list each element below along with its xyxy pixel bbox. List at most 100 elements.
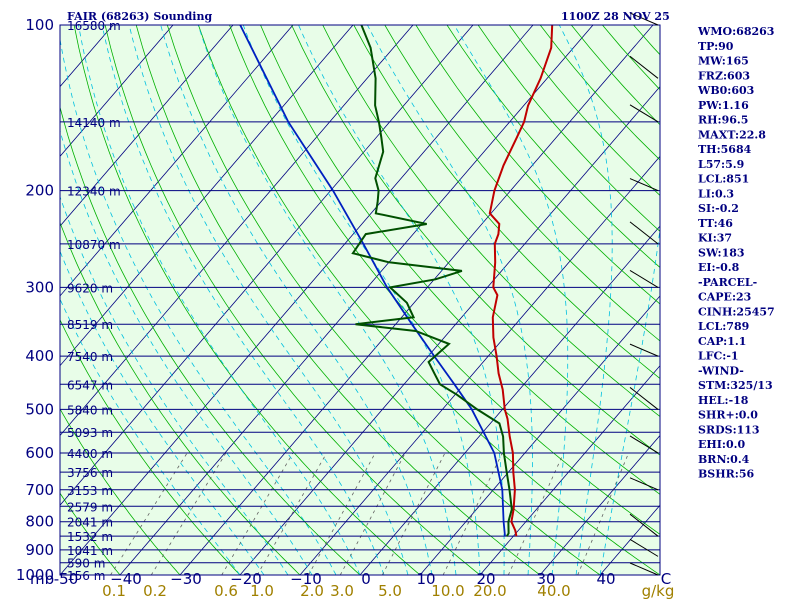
height-label: 10870 m <box>67 238 121 252</box>
dewpoint-trace <box>351 25 513 537</box>
index-value: PW:1.16 <box>698 99 749 112</box>
index-value: TH:5684 <box>698 143 752 156</box>
height-label: 3756 m <box>67 466 113 480</box>
height-label: 6547 m <box>67 378 113 392</box>
isotherm-line <box>119 25 594 575</box>
mixing-ratio-label: 1.0 <box>250 582 274 600</box>
index-value: LCL:851 <box>698 173 749 186</box>
index-value: TP:90 <box>698 40 734 53</box>
wind-barb <box>629 104 659 123</box>
index-value: CAP:1.1 <box>698 335 746 348</box>
mixing-ratio-unit: g/kg <box>642 582 675 600</box>
index-value: CAPE:23 <box>698 291 751 304</box>
sounding-profiles <box>239 25 554 537</box>
height-label: 1532 m <box>67 530 113 544</box>
index-value: MW:165 <box>698 55 749 68</box>
isotherm-line <box>60 25 474 506</box>
pressure-tick-label: 200 <box>25 182 54 200</box>
index-value: -PARCEL- <box>698 276 757 289</box>
height-label: 4400 m <box>67 447 113 461</box>
mixing-ratio-line <box>442 452 503 575</box>
temperature-tick-label: −10 <box>290 570 322 588</box>
pressure-tick-label: 700 <box>25 481 54 499</box>
isotherm-line <box>299 155 660 575</box>
wind-barb <box>629 55 659 79</box>
temperature-tick-label: 40 <box>596 570 615 588</box>
mixing-ratio-line <box>221 452 294 575</box>
temperature-tick-label: 30 <box>536 570 555 588</box>
mixing-ratio-line <box>150 452 227 575</box>
index-value: SHR+:0.0 <box>698 409 758 422</box>
height-label: 2579 m <box>67 500 113 514</box>
height-label: 7540 m <box>67 350 113 364</box>
mixing-ratio-label: 3.0 <box>330 582 354 600</box>
temperature-trace <box>488 25 554 537</box>
wind-barb <box>629 387 659 410</box>
mixing-ratio-line <box>381 452 446 575</box>
temperature-tick-label: -50 <box>54 570 79 588</box>
index-value: KI:37 <box>698 232 732 245</box>
mixing-ratio-line <box>339 452 406 575</box>
wind-barb <box>629 435 659 454</box>
isotherm-line <box>60 25 414 437</box>
height-label: 5093 m <box>67 426 113 440</box>
plot-area <box>60 25 660 575</box>
index-value: WMO:68263 <box>697 25 774 38</box>
wind-barb <box>629 562 659 576</box>
isotherm-line <box>60 25 534 575</box>
isotherm-line <box>239 86 660 575</box>
height-label: 5840 m <box>67 403 113 417</box>
thermo-grid <box>60 25 660 575</box>
mixing-ratio-label: 40.0 <box>537 582 570 600</box>
wind-barb <box>629 269 659 288</box>
temperature-tick-label: −40 <box>110 570 142 588</box>
isotherm-line <box>479 365 660 575</box>
pressure-tick-label: 1000 <box>16 566 54 584</box>
wind-barb <box>629 538 659 557</box>
mixing-ratio-line <box>256 452 327 575</box>
height-label: 9620 m <box>67 281 113 295</box>
isotherm-line <box>539 434 660 575</box>
height-label: 16580 m <box>67 19 121 33</box>
index-value: WB0:603 <box>697 84 754 97</box>
isotherm-line <box>419 295 660 575</box>
height-label: 8519 m <box>67 318 113 332</box>
index-value: BSHR:56 <box>698 468 754 481</box>
height-label: 156 m <box>67 569 105 583</box>
index-value: FRZ:603 <box>698 69 750 82</box>
wind-barbs <box>629 12 659 576</box>
wind-barb <box>629 221 659 245</box>
isotherm-line <box>179 25 654 575</box>
index-value: TT:46 <box>698 217 733 230</box>
mixing-ratio-line <box>507 452 564 575</box>
pressure-tick-label: 800 <box>25 513 54 531</box>
chart-time: 1100Z 28 NOV 25 <box>561 10 670 23</box>
wind-barb <box>629 513 659 537</box>
temperature-tick-label: 10 <box>416 570 435 588</box>
pressure-tick-label: 900 <box>25 541 54 559</box>
height-label: 14140 m <box>67 116 121 130</box>
index-value: LCL:789 <box>698 320 749 333</box>
isotherm-line <box>60 25 174 158</box>
wind-barb <box>629 343 659 357</box>
pressure-tick-label: 300 <box>25 278 54 296</box>
pressure-tick-label: 600 <box>25 444 54 462</box>
temperature-tick-label: 0 <box>361 570 371 588</box>
temperature-tick-label: −30 <box>170 570 202 588</box>
index-value: SI:-0.2 <box>698 202 739 215</box>
index-value: RH:96.5 <box>698 114 748 127</box>
index-value: EHI:0.0 <box>698 438 745 451</box>
mixing-ratio-label: 2.0 <box>300 582 324 600</box>
pressure-axis-label: mb <box>30 570 54 588</box>
mixing-ratio-label: 0.6 <box>214 582 238 600</box>
pressure-tick-label: 400 <box>25 347 54 365</box>
index-value: CINH:25457 <box>698 305 775 318</box>
mixing-ratio-line <box>110 452 188 575</box>
mixing-ratio-label: 0.2 <box>143 582 167 600</box>
height-label: 12340 m <box>67 185 121 199</box>
isotherm-line <box>60 25 354 367</box>
chart-title: FAIR (68263) Sounding <box>67 10 212 23</box>
index-value: -WIND- <box>698 364 744 377</box>
